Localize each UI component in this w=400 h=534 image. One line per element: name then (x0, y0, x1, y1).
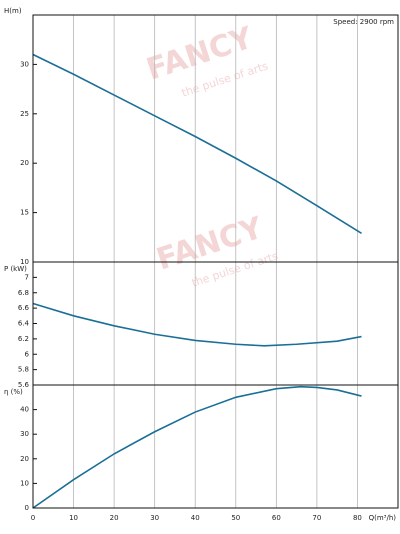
y-tick-label: 6.6 (18, 304, 30, 312)
x-tick-label: 0 (31, 514, 35, 522)
y-tick-label: 15 (20, 209, 29, 217)
line (32, 302, 362, 347)
y-axis-label: η (%) (4, 388, 23, 396)
y-tick-label: 5.6 (18, 381, 30, 389)
y-tick-label: 6 (25, 350, 30, 358)
x-tick-label: 30 (150, 514, 159, 522)
annotation: Speed: 2900 rpm (333, 18, 394, 26)
line (32, 385, 362, 509)
watermark: FANCY the pulse of arts FANCY the pulse … (142, 20, 279, 289)
x-tick-label: 70 (312, 514, 321, 522)
y-tick-label: 6.2 (18, 335, 29, 343)
y-tick-label: 0 (25, 504, 29, 512)
y-tick-label: 25 (20, 110, 29, 118)
x-tick-label: 80 (353, 514, 362, 522)
y-tick-label: 7 (25, 273, 29, 281)
y-tick-label: 10 (20, 258, 29, 266)
y-tick-label: 10 (20, 479, 29, 487)
y-tick-label: 20 (20, 159, 29, 167)
panel-frame (32, 384, 399, 509)
y-tick-label: 40 (20, 406, 29, 414)
x-axis-label: Q(m³/h) (369, 514, 397, 522)
y-axis-label: P (kW) (4, 265, 27, 273)
y-axis-label: H(m) (4, 7, 22, 15)
line (32, 53, 362, 235)
x-tick-label: 10 (69, 514, 78, 522)
y-tick-label: 5.8 (18, 366, 29, 374)
x-tick-label: 20 (110, 514, 119, 522)
y-tick-label: 20 (20, 455, 29, 463)
x-tick-label: 50 (231, 514, 240, 522)
y-tick-label: 6.8 (18, 289, 29, 297)
y-tick-label: 6.4 (18, 320, 30, 328)
y-tick-label: 30 (20, 60, 29, 68)
x-tick-label: 60 (272, 514, 281, 522)
y-tick-label: 30 (20, 430, 29, 438)
x-tick-label: 40 (191, 514, 200, 522)
